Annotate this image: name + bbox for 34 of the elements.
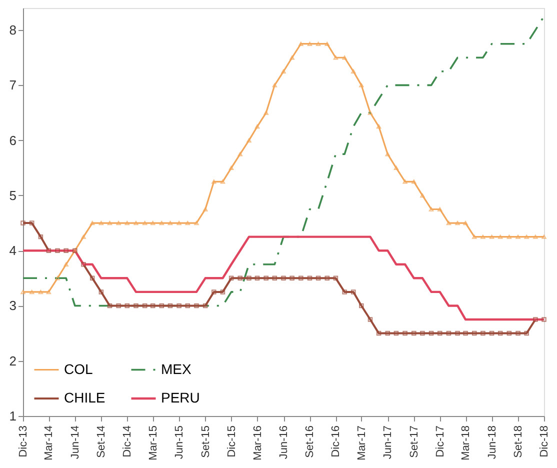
y-tick-label: 3 [9, 298, 16, 314]
x-tick-label: Mar-18 [460, 426, 472, 460]
y-tick-label: 6 [9, 132, 16, 148]
x-tick-label: Set-16 [304, 426, 316, 458]
line-series [22, 236, 546, 321]
x-tick-label: Mar-14 [43, 426, 56, 460]
x-tick-label: Mar-15 [147, 426, 160, 460]
x-tick-label: Jun-14 [69, 426, 82, 460]
x-tick-label: Mar-17 [356, 426, 368, 460]
x-tick-label: Mar-16 [252, 426, 264, 460]
legend-label: CHILE [64, 390, 106, 406]
x-tick-label: Dic-14 [122, 426, 134, 458]
x-tick-label: Set-18 [512, 426, 525, 458]
y-tick-label: 1 [9, 408, 16, 424]
x-tick-label: Dic-16 [330, 426, 342, 458]
x-tick-label: Jun-18 [486, 426, 498, 460]
legend-label: COL [64, 360, 93, 377]
x-tick-label: Jun-17 [382, 426, 394, 460]
y-tick-label: 2 [9, 353, 16, 368]
y-tick-label: 4 [9, 243, 16, 258]
x-tick-label: Dic-17 [434, 426, 446, 458]
x-tick-label: Set-14 [96, 426, 108, 458]
x-tick-label: Dic-18 [538, 426, 550, 458]
y-tick-label: 8 [9, 22, 16, 38]
x-tick-label: Jun-15 [174, 426, 186, 460]
x-tick-label: Set-15 [200, 426, 212, 458]
legend-label: PERU [161, 390, 200, 406]
x-tick-label: Jun-16 [278, 426, 290, 460]
x-tick-label: Set-17 [408, 426, 420, 458]
x-tick-label: Dic-13 [18, 426, 30, 458]
x-tick-label: Dic-15 [226, 426, 238, 458]
y-tick-label: 7 [9, 78, 16, 93]
y-tick-label: 5 [9, 188, 16, 203]
legend-label: MEX [161, 360, 192, 377]
